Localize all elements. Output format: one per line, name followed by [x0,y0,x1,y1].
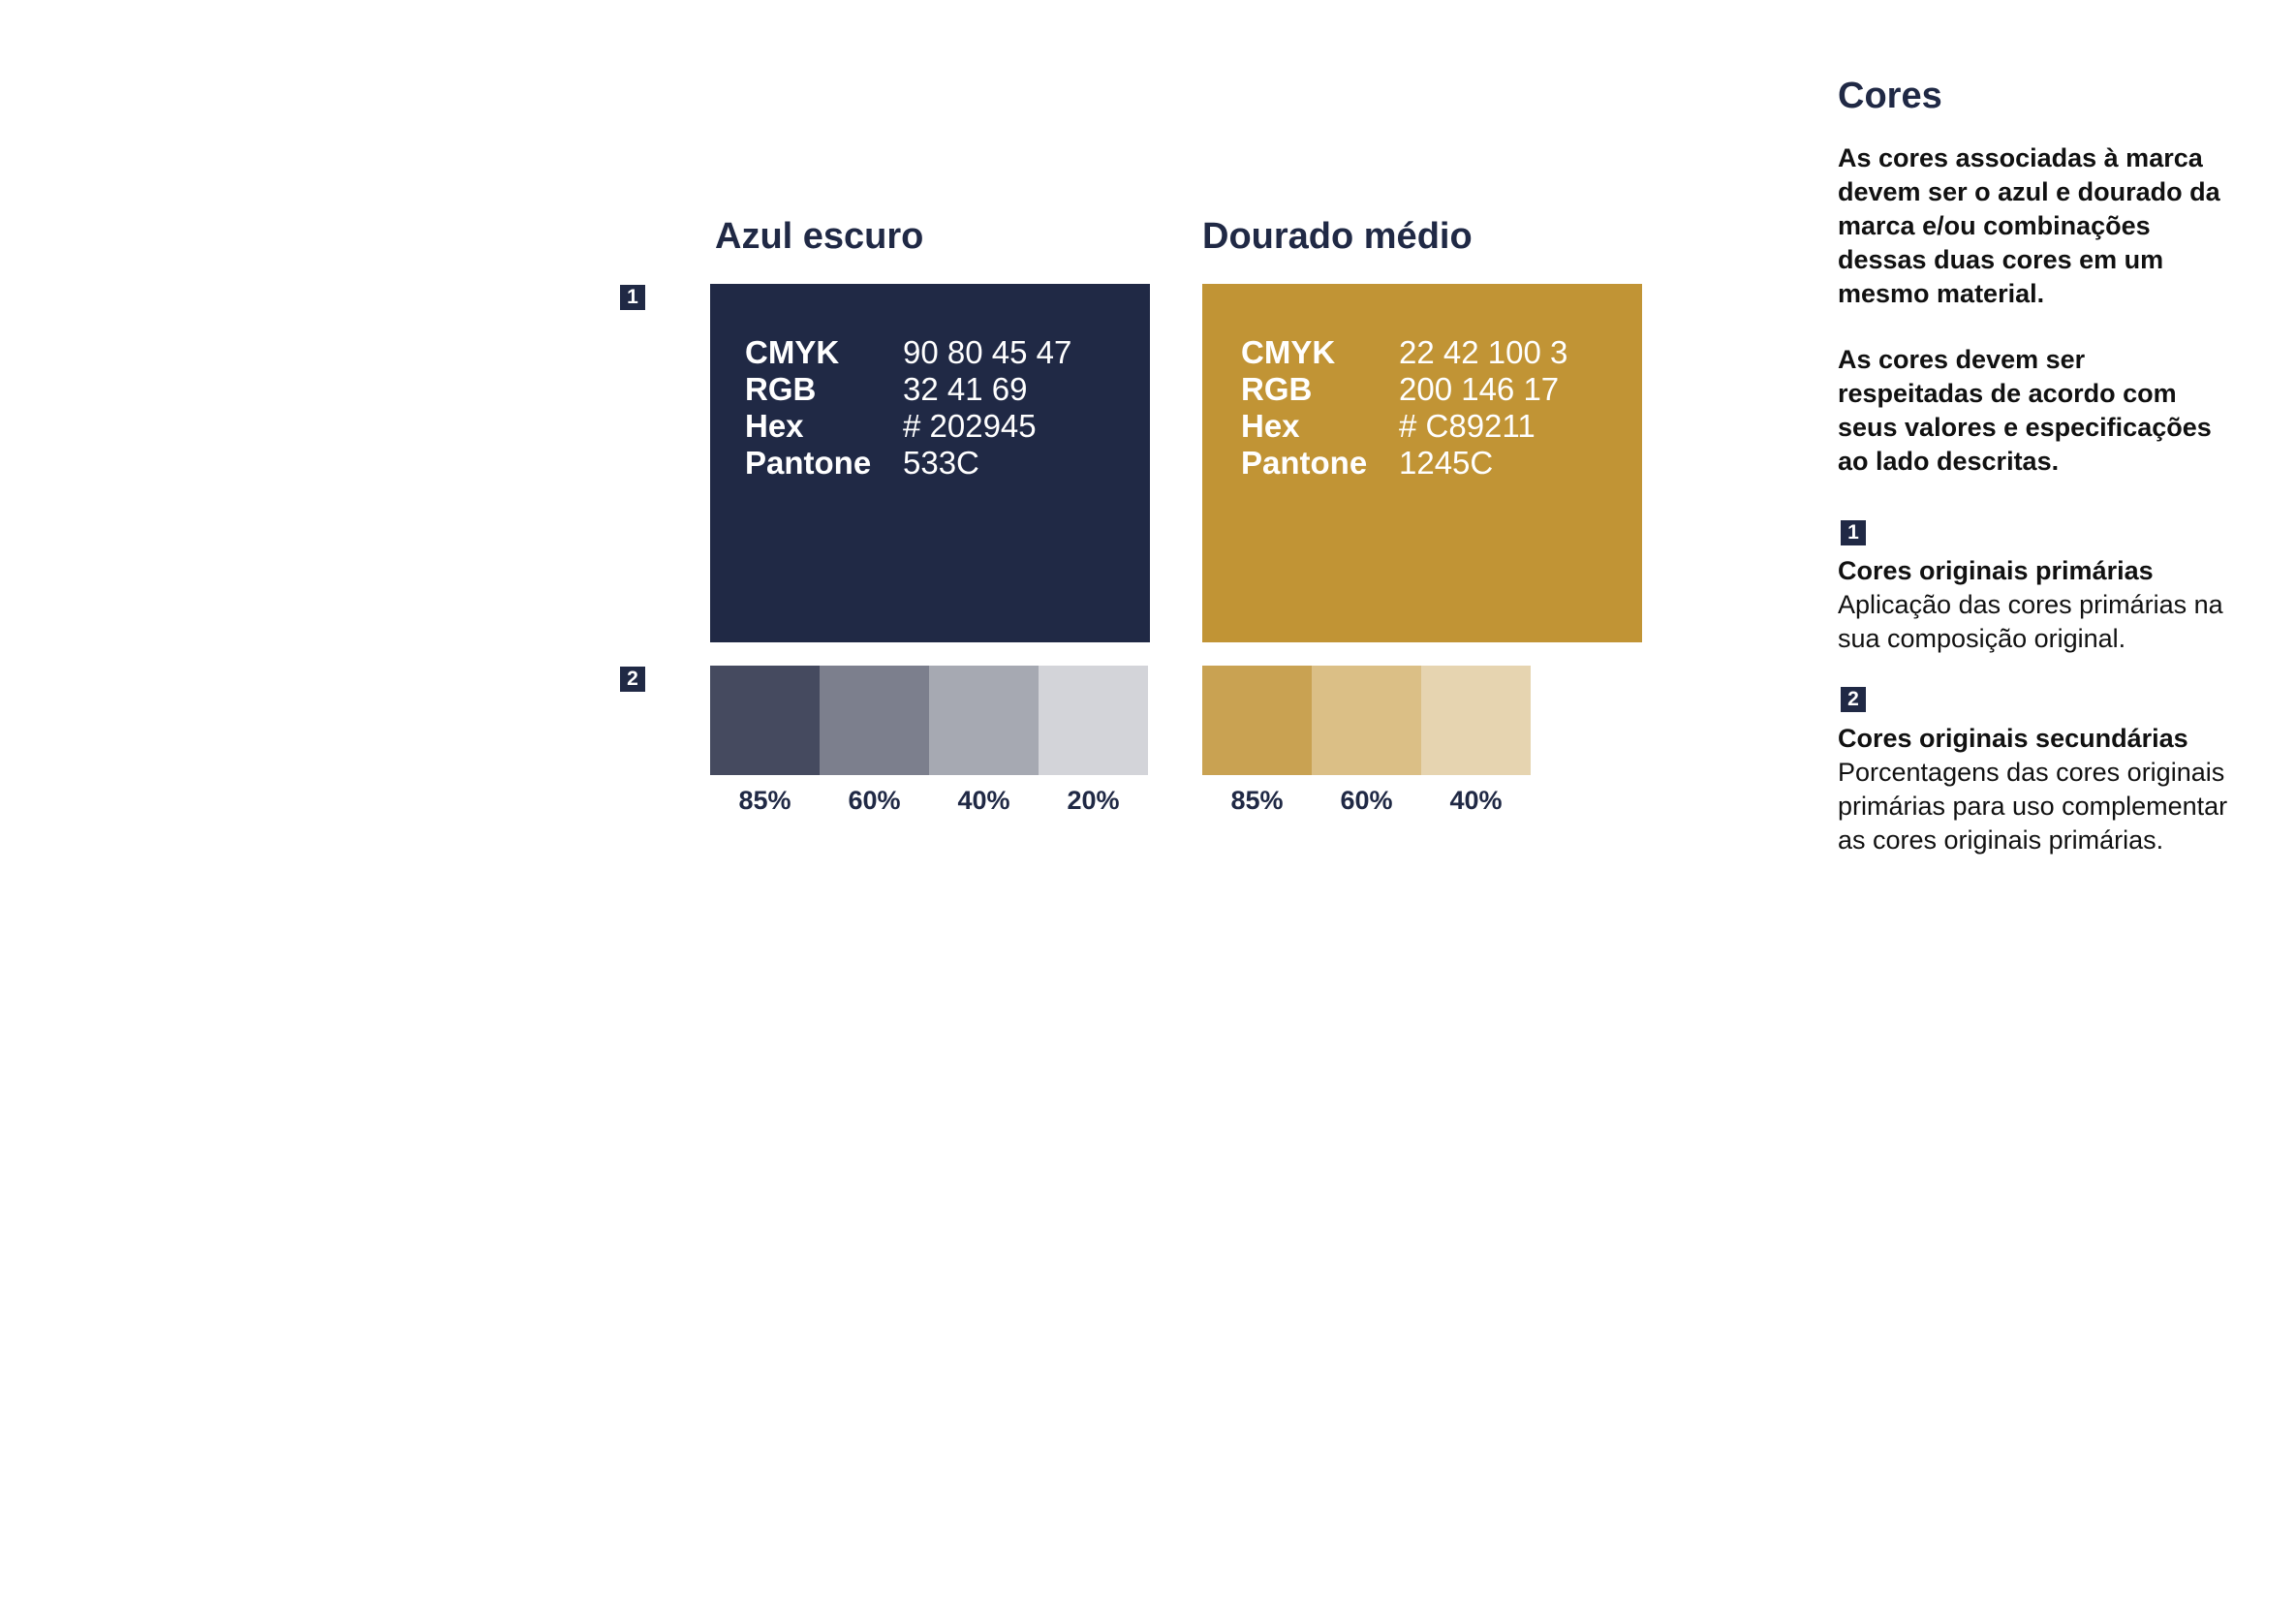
spec-value: 90 80 45 47 [903,334,1072,370]
spec-label: Pantone [745,445,872,481]
azul-escuro-title: Azul escuro [715,216,924,257]
spec-value: # C89211 [1399,408,1536,444]
sidebar-paragraph-2: As cores devem ser respeitadas de acordo… [1838,345,2212,476]
spec-value: 200 146 17 [1399,371,1560,407]
primary-row-marker: 1 [620,285,645,310]
spec-value: 32 41 69 [903,371,1028,407]
azul-tint-60-swatch [820,666,929,775]
spec-label: Hex [745,408,804,444]
azul-tint-40-swatch [929,666,1039,775]
dourado-medio-specs: CMYK 22 42 100 3 RGB 200 146 17 Hex # C8… [1241,334,1567,482]
spec-row-rgb: RGB 200 146 17 [1241,371,1567,408]
spec-row-pantone: Pantone 533C [745,445,1071,482]
spec-label: CMYK [1241,334,1336,370]
dourado-tint-85-swatch [1202,666,1312,775]
dourado-medio-title: Dourado médio [1202,216,1473,257]
dourado-tint-60-swatch [1312,666,1421,775]
sidebar-item-2-marker: 2 [1841,687,1866,712]
spec-label: RGB [745,371,817,407]
dourado-tint-40-label: 40% [1449,786,1503,815]
sidebar-item-1-heading: Cores originais primárias [1838,556,2154,585]
sidebar-item-1-text: Aplicação das cores primárias na sua com… [1838,590,2223,653]
spec-row-pantone: Pantone 1245C [1241,445,1567,482]
spec-row-rgb: RGB 32 41 69 [745,371,1071,408]
azul-tint-40-label: 40% [957,786,1010,815]
dourado-tint-85-label: 85% [1230,786,1284,815]
spec-label: CMYK [745,334,840,370]
azul-escuro-specs: CMYK 90 80 45 47 RGB 32 41 69 Hex # 2029… [745,334,1071,482]
azul-tint-20-swatch [1039,666,1148,775]
spec-value: # 202945 [903,408,1037,444]
spec-row-hex: Hex # 202945 [745,408,1071,445]
spec-value: 533C [903,445,979,481]
spec-row-cmyk: CMYK 22 42 100 3 [1241,334,1567,371]
azul-escuro-swatch: CMYK 90 80 45 47 RGB 32 41 69 Hex # 2029… [710,284,1150,642]
spec-row-cmyk: CMYK 90 80 45 47 [745,334,1071,371]
spec-row-hex: Hex # C89211 [1241,408,1567,445]
dourado-tint-40-swatch [1421,666,1531,775]
sidebar-item-1-marker: 1 [1841,520,1866,545]
azul-tint-85-label: 85% [738,786,791,815]
spec-label: Pantone [1241,445,1368,481]
sidebar-title: Cores [1838,76,1942,116]
secondary-row-marker: 2 [620,667,645,692]
azul-tint-85-swatch [710,666,820,775]
spec-value: 22 42 100 3 [1399,334,1568,370]
azul-tint-60-label: 60% [848,786,901,815]
sidebar-paragraph-1: As cores associadas à marca devem ser o … [1838,143,2220,308]
spec-label: Hex [1241,408,1300,444]
azul-tint-20-label: 20% [1067,786,1120,815]
spec-value: 1245C [1399,445,1494,481]
dourado-medio-swatch: CMYK 22 42 100 3 RGB 200 146 17 Hex # C8… [1202,284,1642,642]
sidebar-item-2-text: Porcentagens das cores originais primári… [1838,758,2228,855]
dourado-tint-60-label: 60% [1340,786,1393,815]
sidebar-item-2-heading: Cores originais secundárias [1838,724,2188,753]
spec-label: RGB [1241,371,1313,407]
